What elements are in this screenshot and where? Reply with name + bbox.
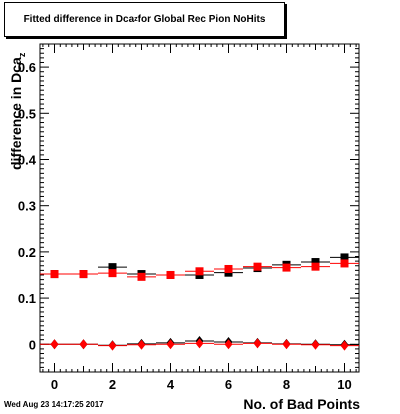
data-point-square (311, 258, 320, 267)
plot-frame (39, 43, 360, 373)
y-tick-label: 0.5 (18, 106, 36, 121)
x-tick-label: 0 (51, 377, 58, 392)
data-point-square (79, 270, 88, 279)
x-tick-label: 6 (225, 377, 232, 392)
data-point-diamond (108, 340, 117, 351)
data-point-square (137, 272, 146, 281)
x-tick-label: 10 (337, 377, 351, 392)
y-axis-label: difference in Dcaz (8, 53, 27, 170)
data-point-diamond (79, 339, 88, 350)
x-tick-label: 8 (283, 377, 290, 392)
title-subscript: z (134, 16, 138, 23)
y-tick-label: 0.6 (18, 60, 36, 75)
data-point-square (340, 253, 349, 262)
data-point-square (340, 259, 349, 268)
title-suffix: for Global Rec Pion NoHits (137, 14, 266, 25)
data-point-diamond (253, 338, 262, 349)
x-tick-label: 4 (167, 377, 175, 392)
data-point-diamond (50, 339, 59, 350)
data-point-diamond (195, 338, 204, 349)
title-prefix: Fitted difference in Dca (23, 14, 135, 25)
data-point-square (50, 270, 59, 279)
data-point-square (224, 264, 233, 273)
data-point-square (282, 263, 291, 272)
data-point-diamond (224, 339, 233, 350)
y-tick-label: 0.2 (18, 245, 36, 260)
y-tick-label: 0 (29, 337, 36, 352)
data-point-diamond (282, 339, 291, 350)
data-point-diamond (311, 339, 320, 350)
timestamp: Wed Aug 23 14:17:25 2017 (4, 400, 104, 409)
data-point-square (108, 263, 117, 272)
data-point-square (253, 262, 262, 271)
data-point-square (195, 267, 204, 276)
data-marks (40, 253, 359, 351)
y-tick-label: 0.1 (18, 291, 36, 306)
x-tick-label: 2 (109, 377, 116, 392)
y-axis-label-main: difference in Dca (8, 57, 24, 170)
y-tick-label: 0.4 (18, 152, 37, 167)
data-point-diamond (166, 339, 175, 350)
x-axis-label: No. of Bad Points (243, 396, 360, 412)
data-point-square (311, 262, 320, 271)
data-point-square (166, 270, 175, 279)
y-axis-label-subscript: z (16, 52, 27, 58)
data-point-diamond (340, 340, 349, 351)
chart-title: Fitted difference in Dca z for Global Rec… (4, 2, 285, 37)
y-tick-label: 0.3 (18, 199, 36, 214)
axis-tick-labels: 0 2 4 6 8 10 0 0.1 0.2 0.3 0.4 0.5 0.6 (18, 60, 352, 392)
data-point-diamond (137, 339, 146, 350)
data-point-square (108, 269, 117, 278)
axis-ticks (40, 44, 359, 372)
